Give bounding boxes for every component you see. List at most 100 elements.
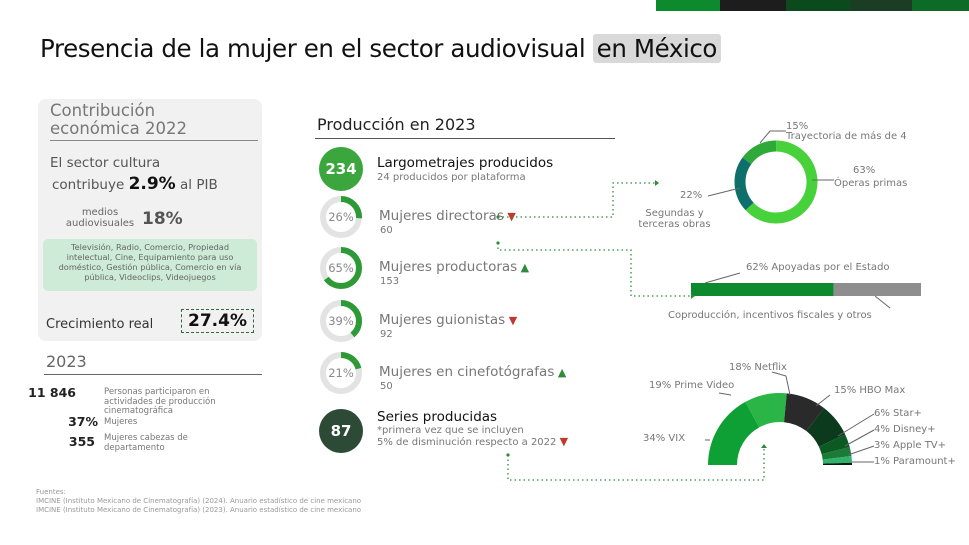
culture-post: al PIB <box>180 177 218 193</box>
sectors-box: Televisión, Radio, Comercio, Propiedad i… <box>43 239 257 291</box>
progress-fill <box>320 247 362 289</box>
semi-donut-slice <box>784 393 825 432</box>
sources-heading: Fuentes: <box>36 488 66 496</box>
leader-line <box>874 295 891 309</box>
largometrajes-sub: 24 producidos por plataforma <box>377 172 526 183</box>
leader-line <box>771 371 791 396</box>
top-bar-segment <box>720 0 786 11</box>
series-badge: 87 <box>319 409 363 453</box>
stat-value: 11 846 <box>28 385 76 400</box>
source-line: IMCINE (Instituto Mexicano de Cinematogr… <box>36 506 362 514</box>
dotted-connector <box>498 182 655 218</box>
row-label-text: Mujeres guionistas <box>379 312 506 328</box>
top-bar-segment <box>786 0 850 11</box>
year-divider <box>44 374 262 375</box>
trend-down-icon: ▼ <box>505 314 518 327</box>
semi-donut-label: 6% Star+ <box>874 408 922 419</box>
progress-value: 21% <box>328 366 354 380</box>
progress-fill <box>320 300 362 342</box>
donut-label: Trayectoria de más de 4 <box>786 131 907 142</box>
page-title-text: Presencia de la mujer en el sector audio… <box>40 34 593 63</box>
semi-donut-slice <box>822 455 852 464</box>
series-label: Series producidas <box>377 409 498 425</box>
bar-segment <box>833 283 921 296</box>
semi-donut-slice <box>708 401 760 465</box>
semi-donut-label: 4% Disney+ <box>874 424 936 435</box>
leader-line <box>718 392 732 396</box>
donut-label: Óperas primas <box>834 178 908 189</box>
progress-fill <box>320 352 362 394</box>
donut-value: 63% <box>853 165 876 176</box>
growth-value: 27.4% <box>181 309 254 333</box>
semi-donut-label: 18% Netflix <box>729 362 787 373</box>
stat-label: Mujeres cabezas de departamento <box>104 433 188 453</box>
row-label: Mujeres en cinefotógrafas ▲ <box>379 364 566 380</box>
donut-label: Segundas y terceras obras <box>638 208 711 230</box>
connector-arrowhead <box>655 180 659 186</box>
economic-contribution-card: Contribución económica 2022 El sector cu… <box>38 99 262 341</box>
donut-slice <box>734 140 818 224</box>
semi-donut-slice <box>818 434 850 455</box>
connector-dot <box>496 215 500 219</box>
culture-pre: contribuye <box>52 177 125 193</box>
production-heading: Producción en 2023 <box>317 115 476 134</box>
trend-down-icon: ▼ <box>559 435 569 448</box>
largometrajes-badge: 234 <box>319 147 363 191</box>
progress-value: 26% <box>328 210 354 224</box>
culture-value: 2.9% <box>128 174 176 194</box>
connector-dot <box>506 453 510 457</box>
donut-value: 15% <box>786 121 809 132</box>
medios-label: medios audiovisuales <box>65 207 135 229</box>
source-line: IMCINE (Instituto Mexicano de Cinematogr… <box>36 497 362 505</box>
year-heading: 2023 <box>46 352 87 371</box>
growth-label: Crecimiento real <box>46 317 154 332</box>
trend-up-icon: ▲ <box>554 366 567 379</box>
row-label: Mujeres guionistas ▼ <box>379 312 517 328</box>
dotted-connector <box>497 243 691 297</box>
stat-value: 355 <box>68 434 95 449</box>
culture-line-1: El sector cultura <box>50 155 161 171</box>
dotted-connector <box>507 448 765 481</box>
semi-donut-slice <box>745 393 787 428</box>
card-divider <box>50 140 258 141</box>
stat-label: Mujeres <box>104 417 138 427</box>
stat-label: Personas participaron en actividades de … <box>104 387 216 416</box>
connector-dot <box>496 241 500 245</box>
row-sub: 92 <box>380 329 393 340</box>
stat-value: 37% <box>68 414 98 429</box>
semi-donut-label: 3% Apple TV+ <box>874 440 947 451</box>
card-title: Contribución económica 2022 <box>50 101 187 138</box>
connector-arrowhead <box>691 293 695 299</box>
page-title: Presencia de la mujer en el sector audio… <box>40 34 722 63</box>
bar-segment-label: 62% Apoyadas por el Estado <box>746 262 890 273</box>
leader-line <box>844 429 875 447</box>
semi-donut-slice <box>806 408 846 447</box>
top-bar-segment <box>912 0 969 11</box>
largometrajes-label: Largometrajes producidos <box>377 155 554 171</box>
page-title-highlight: en México <box>592 34 722 63</box>
row-label-text: Mujeres en cinefotógrafas <box>379 364 555 380</box>
production-divider <box>315 138 615 139</box>
semi-donut-label: 19% Prime Video <box>649 380 735 391</box>
row-label-text: Mujeres productoras <box>379 259 518 275</box>
row-label-text: Mujeres directoras <box>379 208 504 224</box>
row-label: Mujeres productoras ▲ <box>379 259 529 275</box>
leader-line <box>707 187 741 197</box>
trend-up-icon: ▲ <box>517 261 530 274</box>
series-sub-2-text: 5% de disminución respecto a 2022 <box>377 437 557 448</box>
bar-segment-label: Coproducción, incentivos fiscales y otro… <box>668 310 872 321</box>
leader-line <box>815 394 831 407</box>
donut-value: 22% <box>680 190 703 201</box>
leader-line <box>759 130 786 144</box>
progress-value: 65% <box>328 261 354 275</box>
semi-donut-slice <box>821 447 852 460</box>
semi-donut-label: 15% HBO Max <box>834 385 906 396</box>
donut-slice <box>734 140 818 224</box>
connector-arrowhead <box>761 444 767 448</box>
leader-line <box>704 272 741 284</box>
row-sub: 153 <box>380 276 400 287</box>
semi-donut-label: 34% VIX <box>643 433 686 444</box>
leader-line <box>837 413 875 437</box>
culture-line-2: contribuye 2.9% al PIB <box>52 174 218 194</box>
